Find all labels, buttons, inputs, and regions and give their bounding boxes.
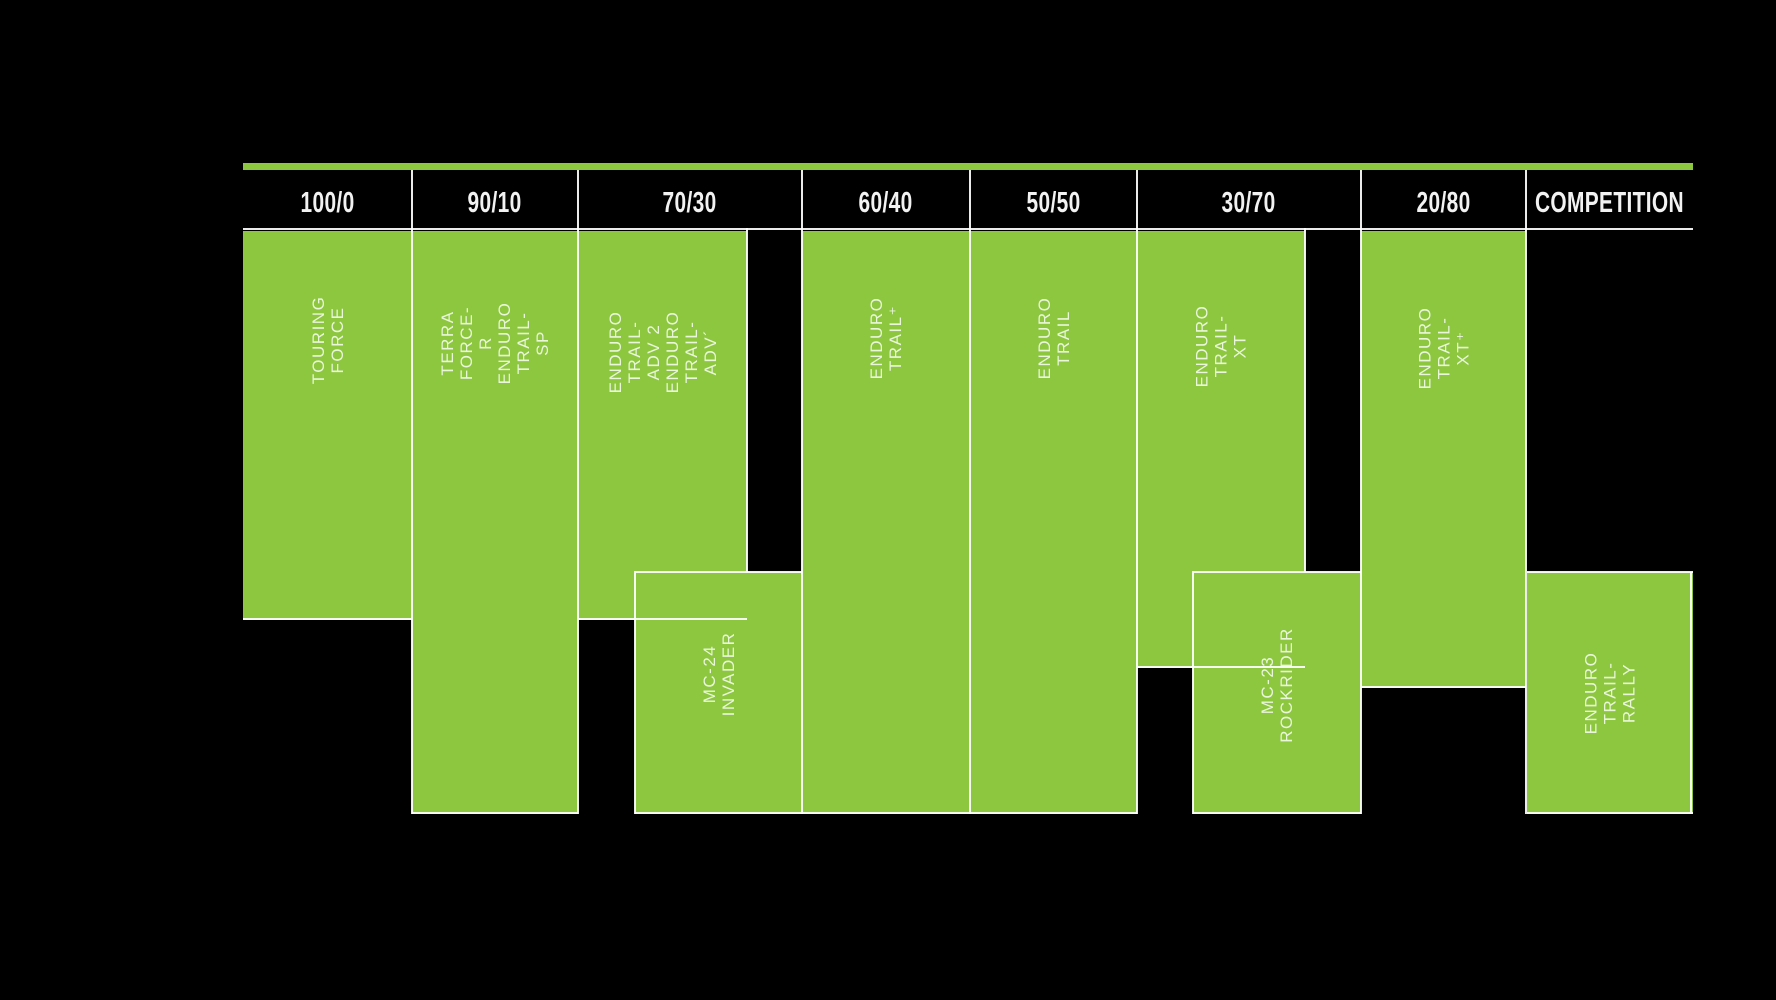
column-header-label: 70/30 xyxy=(662,186,718,219)
bar-enduro-trail: ENDURO TRAIL xyxy=(970,231,1137,814)
bar-label: TERRA FORCE-R ENDURO TRAIL-SP xyxy=(438,301,552,385)
header-divider xyxy=(1525,170,1527,228)
column-header-label: 50/50 xyxy=(1026,186,1081,219)
header-divider xyxy=(411,170,413,228)
bar-label: ENDURO TRAIL-XT xyxy=(1192,304,1250,388)
grid-line xyxy=(577,228,579,814)
bar-edge xyxy=(634,571,636,814)
bar-edge xyxy=(1192,571,1194,814)
bar-edge xyxy=(1193,812,1361,814)
bar-label: TOURING FORCE xyxy=(308,295,347,385)
bar-label: ENDURO TRAIL-ADV 2 ENDURO TRAIL-ADV´ xyxy=(605,310,720,394)
bar-edge xyxy=(635,812,1137,814)
grid-line xyxy=(801,228,803,814)
header-divider xyxy=(801,170,803,228)
bar-enduro-trail-xt-plus: ENDURO TRAIL-XT⁺ xyxy=(1361,231,1526,688)
column-header-label: 30/70 xyxy=(1221,186,1277,219)
column-header-100-0: 100/0 xyxy=(243,170,412,228)
bar-edge xyxy=(1304,228,1306,572)
header-divider xyxy=(1136,170,1138,228)
bar-label: ENDURO TRAIL⁺ xyxy=(867,296,905,380)
bar-edge xyxy=(1361,686,1526,688)
bar-enduro-trail-rally: ENDURO TRAIL-RALLY xyxy=(1527,572,1693,814)
bar-mc23-rockrider: MC-23 ROCKRIDER xyxy=(1193,572,1361,814)
column-header-label: 100/0 xyxy=(300,186,355,219)
grid-line xyxy=(1525,228,1527,814)
column-header-60-40: 60/40 xyxy=(802,170,970,228)
bar-enduro-trail-adv: ENDURO TRAIL-ADV 2 ENDURO TRAIL-ADV´ xyxy=(578,231,747,620)
column-header-70-30: 70/30 xyxy=(578,170,802,228)
bar-edge xyxy=(243,618,412,620)
bar-edge xyxy=(746,228,748,572)
column-header-20-80: 20/80 xyxy=(1361,170,1526,228)
grid-line xyxy=(969,228,971,814)
column-header-competition: COMPETITION xyxy=(1526,170,1693,228)
header-divider xyxy=(1360,170,1362,228)
grid-line xyxy=(243,228,1693,230)
bar-label: ENDURO TRAIL xyxy=(1034,296,1073,380)
grid-line xyxy=(1360,228,1362,814)
header-divider xyxy=(577,170,579,228)
bar-edge xyxy=(1527,571,1693,573)
bar-mc24-invader: MC-24 INVADER xyxy=(635,572,802,814)
bar-label: ENDURO TRAIL-XT⁺ xyxy=(1415,306,1472,390)
grid-line xyxy=(1136,228,1138,814)
column-header-label: 90/10 xyxy=(467,186,523,219)
bar-terra-force-r: TERRA FORCE-R ENDURO TRAIL-SP xyxy=(412,231,578,814)
accent-rule xyxy=(243,163,1693,170)
column-header-label: 20/80 xyxy=(1416,186,1471,219)
bar-label: MC-23 ROCKRIDER xyxy=(1258,627,1296,743)
bar-edge xyxy=(1527,812,1693,814)
column-header-label: 60/40 xyxy=(858,186,914,219)
bar-edge xyxy=(1690,572,1692,814)
column-header-30-70: 30/70 xyxy=(1137,170,1361,228)
bar-edge xyxy=(578,618,747,620)
column-header-50-50: 50/50 xyxy=(970,170,1137,228)
bar-label: ENDURO TRAIL-RALLY xyxy=(1581,651,1639,735)
bar-edge xyxy=(635,571,802,573)
bar-edge xyxy=(1137,666,1305,668)
header-divider xyxy=(969,170,971,228)
column-header-90-10: 90/10 xyxy=(412,170,578,228)
grid-line xyxy=(411,228,413,814)
bar-enduro-trail-plus: ENDURO TRAIL⁺ xyxy=(802,231,970,814)
bar-touring-force: TOURING FORCE xyxy=(243,231,412,620)
column-header-label: COMPETITION xyxy=(1535,186,1684,219)
bar-label: MC-24 INVADER xyxy=(699,631,738,717)
bar-edge xyxy=(412,812,578,814)
bar-edge xyxy=(1193,571,1361,573)
